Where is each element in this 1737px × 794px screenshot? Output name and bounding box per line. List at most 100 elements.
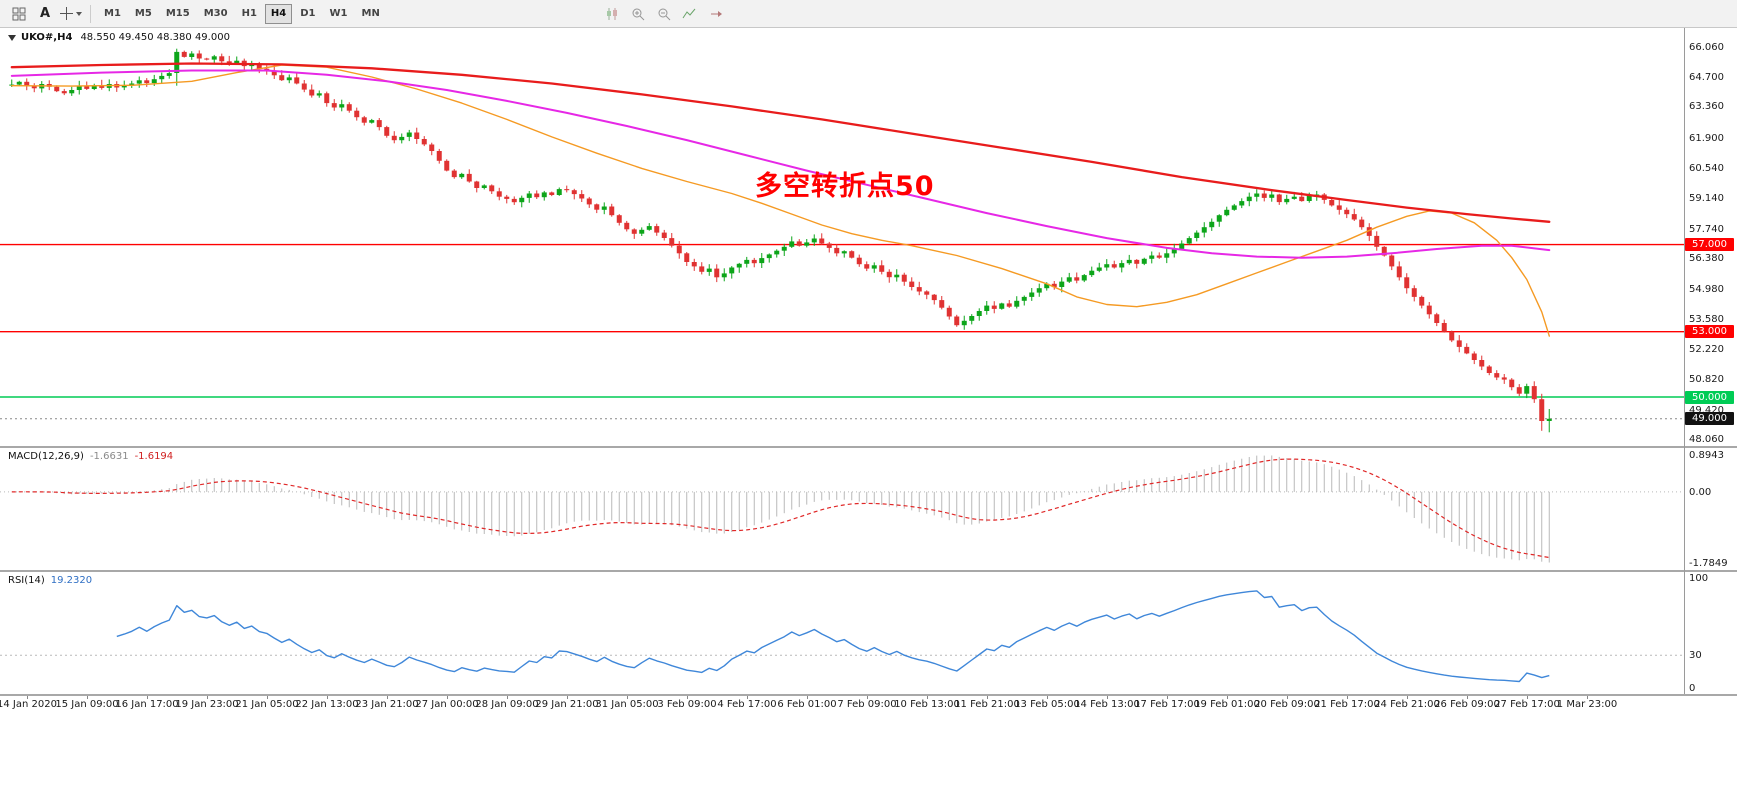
main-chart-panel[interactable] [0,28,1684,446]
time-tick-label: 19 Jan 23:00 [175,699,239,710]
price-tick-label: 66.060 [1689,42,1724,53]
time-tick-label: 17 Feb 17:00 [1134,699,1200,710]
indicators-button[interactable] [678,2,702,26]
zoom-out-button[interactable] [652,2,676,26]
timeframe-button-M1[interactable]: M1 [98,4,127,24]
time-tick [567,696,568,699]
timeframe-button-M30[interactable]: M30 [198,4,234,24]
panel-divider[interactable] [0,694,1737,696]
text-label-button[interactable]: A [33,2,57,26]
time-tick-label: 23 Jan 21:00 [355,699,419,710]
macd-header: MACD(12,26,9) -1.6631 -1.6194 [8,451,173,462]
time-tick-label: 26 Feb 09:00 [1434,699,1500,710]
time-tick-label: 11 Feb 21:00 [954,699,1020,710]
time-tick [627,696,628,699]
time-tick [1227,696,1228,699]
macd-main-value: -1.6631 [89,451,129,462]
time-tick-label: 20 Feb 09:00 [1254,699,1320,710]
rsi-tick-label: 0 [1689,683,1696,694]
macd-signal-value: -1.6194 [134,451,174,462]
chevron-down-icon [76,11,82,16]
timeframe-toolbar: M1 M5 M15 M30 H1 H4 D1 W1 MN [97,3,387,24]
price-tick-label: 49.420 [1689,405,1724,416]
panel-divider[interactable] [0,446,1737,448]
price-tick-label: 52.220 [1689,344,1724,355]
rsi-panel[interactable] [0,572,1684,694]
timeframe-button-W1[interactable]: W1 [324,4,354,24]
time-tick [1587,696,1588,699]
time-tick-label: 19 Feb 01:00 [1194,699,1260,710]
time-tick-label: 27 Jan 00:00 [415,699,479,710]
time-tick-label: 7 Feb 09:00 [837,699,897,710]
time-tick-label: 14 Jan 2020 [0,699,57,710]
candlestick-chart-button[interactable] [600,2,624,26]
time-tick [387,696,388,699]
timeframe-button-D1[interactable]: D1 [294,4,321,24]
price-tick-label: 54.980 [1689,284,1724,295]
toolbar-spacer [387,13,599,14]
symbol-timeframe-label: UKO#,H4 [21,32,73,43]
toolbar: A M1 M5 M15 M30 H1 H4 D1 W1 MN [0,0,1737,28]
price-tick-label: 53.580 [1689,314,1724,325]
rsi-header: RSI(14) 19.2320 [8,575,92,586]
time-tick [507,696,508,699]
macd-panel[interactable] [0,448,1684,570]
time-tick [27,696,28,699]
time-tick [807,696,808,699]
price-scale[interactable]: 66.060 64.700 63.360 61.900 60.540 59.140 57.7… [1685,28,1737,694]
timeframe-button-H1[interactable]: H1 [236,4,263,24]
rsi-tick-label: 100 [1689,573,1709,584]
timeframe-button-M5[interactable]: M5 [129,4,158,24]
time-tick [87,696,88,699]
candlestick-series [9,48,1552,433]
candlestick-chart-icon [606,7,617,20]
panel-divider[interactable] [0,570,1737,572]
toolbar-separator [90,4,91,23]
chart-header: UKO#,H4 48.550 49.450 48.380 49.000 [8,32,230,43]
time-tick-label: 24 Feb 21:00 [1374,699,1440,710]
time-tick-label: 1 Mar 23:00 [1556,699,1618,710]
price-tick-label: 60.540 [1689,163,1724,174]
zoom-in-button[interactable] [626,2,650,26]
zoom-out-icon [658,8,671,20]
timeframe-button-H4[interactable]: H4 [264,3,293,24]
time-tick [687,696,688,699]
time-tick-label: 14 Feb 13:00 [1074,699,1140,710]
tile-windows-icon [12,7,26,20]
rsi-line [116,590,1550,683]
time-tick [747,696,748,699]
price-tick-label: 48.060 [1689,434,1724,445]
zoom-in-icon [632,8,645,20]
time-tick [147,696,148,699]
text-label-button-label: A [39,6,51,21]
indicators-icon [682,8,696,18]
price-badge-50.000: 50.000 [1685,391,1734,404]
time-tick-label: 13 Feb 05:00 [1014,699,1080,710]
symbol-dropdown-icon[interactable] [8,34,16,41]
time-tick-label: 29 Jan 21:00 [535,699,599,710]
time-tick [1107,696,1108,699]
macd-signal-line [11,458,1550,559]
price-tick-label: 64.700 [1689,72,1724,83]
time-tick [1347,696,1348,699]
price-badge-57.000: 57.000 [1685,238,1734,251]
time-scale[interactable]: 14 Jan 2020 15 Jan 09:00 16 Jan 17:00 19 Ja… [0,696,1737,716]
timeframe-button-M15[interactable]: M15 [160,4,196,24]
time-tick [927,696,928,699]
tile-windows-button[interactable] [7,2,31,26]
price-tick-label: 59.140 [1689,193,1724,204]
time-tick [207,696,208,699]
macd-name: MACD(12,26,9) [8,451,84,462]
timeframe-button-MN[interactable]: MN [356,4,386,24]
time-tick-label: 21 Feb 17:00 [1314,699,1380,710]
time-tick [1167,696,1168,699]
auto-scroll-button[interactable] [704,2,728,26]
chart-annotation-text[interactable]: 多空转折点50 [755,171,935,202]
macd-tick-label: 0.00 [1689,487,1712,498]
crosshair-button[interactable] [59,2,83,26]
rsi-name: RSI(14) [8,575,45,586]
time-tick [447,696,448,699]
macd-tick-label: -1.7849 [1689,558,1728,569]
time-tick-label: 27 Feb 17:00 [1494,699,1560,710]
